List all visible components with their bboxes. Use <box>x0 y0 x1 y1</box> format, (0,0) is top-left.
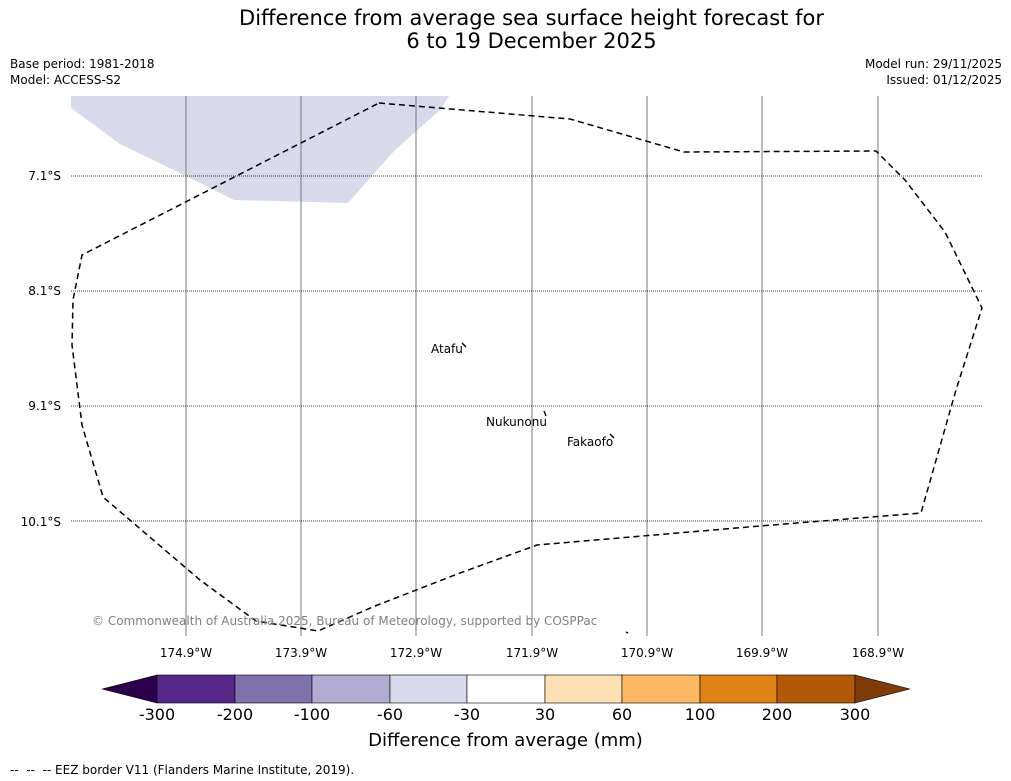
latitude-label: 10.1°S <box>20 515 61 529</box>
place-label-atafu: Atafu <box>431 342 463 356</box>
issued-text: Issued: 01/12/2025 <box>886 73 1002 87</box>
copyright-text: © Commonwealth of Australia 2025, Bureau… <box>92 614 598 628</box>
colorbar-extend-low <box>101 674 158 704</box>
colorbar-bin <box>699 674 778 704</box>
chart-title-line2: 6 to 19 December 2025 <box>406 29 657 53</box>
eez-legend-text: -- -- -- EEZ border V11 (Flanders Marine… <box>10 763 355 777</box>
eez-border <box>71 102 983 632</box>
colorbar-tick: 300 <box>839 705 871 724</box>
colorbar-tick: 200 <box>761 705 793 724</box>
colorbar-tick: 100 <box>684 705 716 724</box>
colorbar-bin <box>234 674 313 704</box>
colorbar-tick: -60 <box>376 705 404 724</box>
atoll-mark-fakaofo <box>609 433 615 439</box>
colorbar-bin <box>466 674 546 704</box>
colorbar-bin <box>544 674 623 704</box>
colorbar-tick: -300 <box>138 705 176 724</box>
place-label-fakaofo: Fakaofo <box>567 435 614 449</box>
colorbar-bin <box>311 674 391 704</box>
atoll-mark-atafu <box>461 342 467 348</box>
colorbar-bin <box>776 674 856 704</box>
colorbar <box>101 674 911 704</box>
colorbar-tick: 60 <box>611 705 633 724</box>
colorbar-label: Difference from average (mm) <box>368 730 643 751</box>
chart-title-line1: Difference from average sea surface heig… <box>239 6 824 30</box>
colorbar-bin <box>621 674 701 704</box>
latitude-label: 7.1°S <box>28 169 61 183</box>
longitude-label: 174.9°W <box>159 646 213 660</box>
latitude-label: 9.1°S <box>28 399 61 413</box>
longitude-label: 170.9°W <box>620 646 674 660</box>
model-text: Model: ACCESS-S2 <box>10 73 122 87</box>
small-mark <box>625 631 629 634</box>
colorbar-bin <box>389 674 468 704</box>
atoll-mark-nukunonu <box>543 410 547 417</box>
colorbar-extend-high <box>854 674 911 704</box>
longitude-label: 171.9°W <box>505 646 559 660</box>
colorbar-tick: -100 <box>293 705 331 724</box>
base-period-text: Base period: 1981-2018 <box>10 57 155 71</box>
colorbar-tick: 30 <box>534 705 556 724</box>
longitude-label: 173.9°W <box>274 646 328 660</box>
longitude-label: 168.9°W <box>851 646 905 660</box>
longitude-label: 172.9°W <box>389 646 443 660</box>
anomaly-patch <box>71 96 449 203</box>
model-run-text: Model run: 29/11/2025 <box>864 57 1002 71</box>
colorbar-tick: -30 <box>453 705 481 724</box>
place-label-nukunonu: Nukunonu <box>486 415 547 429</box>
longitude-label: 169.9°W <box>735 646 789 660</box>
latitude-label: 8.1°S <box>28 284 61 298</box>
colorbar-bin <box>156 674 236 704</box>
colorbar-tick: -200 <box>216 705 254 724</box>
